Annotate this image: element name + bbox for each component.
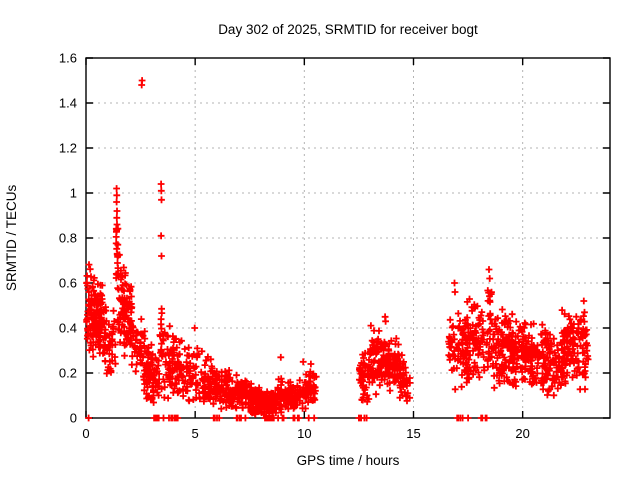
x-tick-label: 15 [406,426,420,441]
y-tick-label: 0.2 [59,366,77,381]
y-tick-label: 0 [70,411,77,426]
x-tick-label: 20 [515,426,529,441]
scatter-points [83,77,592,422]
gridlines [86,58,610,418]
y-tick-label: 0.6 [59,276,77,291]
x-axis-label: GPS time / hours [296,453,400,468]
y-tick-label: 0.4 [59,321,77,336]
chart-title: Day 302 of 2025, SRMTID for receiver bog… [218,22,478,37]
x-tick-label: 0 [82,426,89,441]
y-tick-label: 1.4 [59,96,77,111]
plot-border [85,57,611,419]
x-tick-label: 10 [297,426,311,441]
y-tick-label: 1.2 [59,141,77,156]
x-tick-label: 5 [192,426,199,441]
y-tick-label: 1 [70,186,77,201]
y-tick-label: 0.8 [59,231,77,246]
y-tick-label: 1.6 [59,51,77,66]
